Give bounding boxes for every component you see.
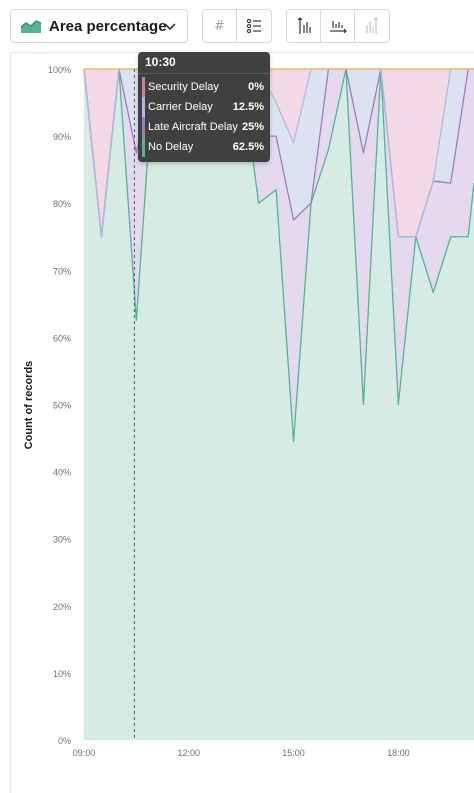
tooltip-row-label: No Delay	[148, 141, 194, 153]
x-tick-label: 18:00	[387, 748, 410, 758]
y-tick-labels: 0% 10% 20% 30% 40% 50% 60% 70% 80% 90% 100%	[48, 65, 71, 746]
vertical-axis-icon	[297, 17, 311, 34]
x-tick-label: 15:00	[282, 748, 305, 758]
right-axis-button[interactable]	[355, 10, 389, 42]
tooltip-swatch	[142, 97, 145, 117]
series-areas	[84, 69, 474, 740]
chart-toolbar: Area percentage #	[0, 0, 474, 52]
y-tick-label: 50%	[53, 401, 71, 411]
value-format-button[interactable]: #	[203, 10, 237, 42]
area-security-delay	[84, 69, 474, 237]
tooltip-header: 10:30	[138, 52, 270, 74]
area-chart-icon	[21, 20, 41, 33]
chart-type-selector[interactable]: Area percentage	[10, 9, 188, 43]
y-tick-label: 10%	[53, 669, 71, 679]
tooltip-row-security: Security Delay 0%	[142, 77, 270, 97]
x-tick-label: 09:00	[73, 748, 96, 758]
legend-button[interactable]	[237, 10, 271, 42]
right-axis-icon	[366, 17, 379, 34]
y-tick-label: 40%	[53, 468, 71, 478]
bottom-axis-button[interactable]	[321, 10, 355, 42]
x-tick-label: 12:00	[178, 748, 201, 758]
tooltip-row-label: Carrier Delay	[148, 101, 213, 113]
area-late-aircraft-delay	[84, 69, 474, 442]
format-button-group: #	[202, 9, 272, 43]
y-tick-label: 30%	[53, 535, 71, 545]
tooltip-swatch	[142, 77, 145, 97]
hash-icon: #	[214, 18, 225, 34]
tooltip-row-value: 25%	[241, 121, 264, 133]
y-tick-label: 60%	[53, 333, 71, 343]
tooltip-row-value: 12.5%	[232, 101, 264, 113]
chevron-down-icon	[164, 23, 176, 31]
y-tick-label: 80%	[53, 199, 71, 209]
y-tick-label: 20%	[53, 602, 71, 612]
tooltip: 10:30 Security Delay 0% Carrier Delay 12…	[138, 52, 270, 162]
tooltip-swatch	[142, 137, 145, 157]
tooltip-row-carrier: Carrier Delay 12.5%	[142, 97, 270, 117]
tooltip-row-late-aircraft: Late Aircraft Delay 25%	[142, 117, 270, 137]
horizontal-axis-icon	[329, 21, 347, 34]
tooltip-swatch	[142, 117, 145, 137]
tooltip-row-no-delay: No Delay 62.5%	[142, 137, 270, 157]
list-icon	[246, 18, 261, 34]
left-axis-button[interactable]	[287, 10, 321, 42]
y-tick-label: 0%	[58, 736, 71, 746]
y-axis-title: Count of records	[23, 361, 35, 450]
x-tick-labels: 09:00 12:00 15:00 18:00	[73, 748, 410, 758]
y-tick-label: 70%	[53, 266, 71, 276]
y-tick-label: 90%	[53, 132, 71, 142]
tooltip-row-value: 62.5%	[232, 141, 264, 153]
y-tick-label: 100%	[48, 65, 71, 75]
chart-type-label: Area percentage	[49, 17, 167, 35]
area-no-delay	[84, 69, 474, 740]
axis-button-group	[286, 9, 390, 43]
tooltip-row-label: Late Aircraft Delay	[148, 121, 238, 133]
tooltip-row-label: Security Delay	[148, 81, 219, 93]
tooltip-row-value: 0%	[248, 81, 264, 93]
